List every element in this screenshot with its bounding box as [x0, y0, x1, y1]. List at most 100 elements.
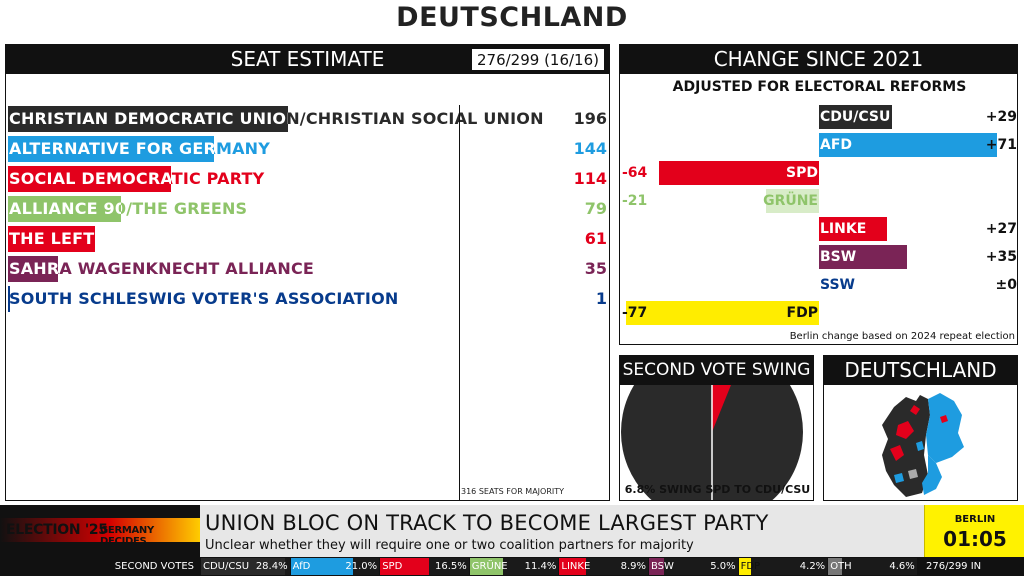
vote-fill	[469, 558, 504, 575]
seat-value: 196	[573, 109, 607, 128]
clock-time: 01:05	[943, 527, 1007, 551]
change-bar	[819, 105, 892, 129]
change-party-name: CDU/CSU	[820, 109, 891, 125]
seat-party-name-overlay: CHRISTIAN DEMOCRATIC UNION/CHRISTIAN SOC…	[8, 106, 288, 132]
change-party-name: AFD	[820, 137, 853, 153]
swing-header: SECOND VOTE SWING	[620, 356, 813, 385]
vote-pct: 21.0%	[345, 561, 378, 572]
seat-party-name-overlay: THE LEFT	[8, 226, 95, 252]
change-row: GRÜNE -21	[620, 189, 1017, 213]
map-header: DEUTSCHLAND	[824, 356, 1017, 385]
vote-pct: 4.6%	[889, 561, 915, 572]
seat-party-name-inbar: ALLIANCE 90/THE GREENS	[9, 199, 121, 218]
change-bar	[819, 217, 887, 241]
seat-bar	[8, 256, 58, 282]
seat-row: SOUTH SCHLESWIG VOTER'S ASSOCIATIONSOUTH…	[8, 286, 607, 312]
change-panel: CHANGE SINCE 2021 ADJUSTED FOR ELECTORAL…	[619, 44, 1018, 345]
seat-counter: 276/299 (16/16)	[470, 48, 605, 71]
vote-party-name: OTH	[830, 561, 852, 572]
change-party-name: BSW	[820, 249, 857, 265]
vote-party-name: BSW	[651, 561, 674, 572]
seat-value: 79	[584, 199, 607, 218]
vote-cell: LINKE 8.9%	[559, 558, 648, 575]
seat-bar	[8, 196, 121, 222]
seat-party-name-inbar: SOCIAL DEMOCRATIC PARTY	[9, 169, 171, 188]
change-value: +29	[985, 109, 1017, 125]
change-value: +71	[985, 137, 1017, 153]
vote-fill	[201, 558, 285, 575]
seat-party-name-overlay: SOUTH SCHLESWIG VOTER'S ASSOCIATION	[8, 286, 10, 312]
map-panel: DEUTSCHLAND	[823, 355, 1018, 501]
vote-cell: FDP 4.2%	[738, 558, 828, 575]
change-value: -21	[622, 193, 648, 209]
seat-party-name-inbar: ALTERNATIVE FOR GERMANY	[9, 139, 214, 158]
vote-fill	[828, 558, 842, 575]
page-title: DEUTSCHLAND	[396, 2, 628, 33]
vote-fill	[649, 558, 664, 575]
change-row: CDU/CSU +29	[620, 105, 1017, 129]
vote-cell: SPD 16.5%	[380, 558, 469, 575]
seat-bar	[8, 106, 288, 132]
change-row: AFD +71	[620, 133, 1017, 157]
vote-pct: 11.4%	[524, 561, 557, 572]
seat-party-name: ALTERNATIVE FOR GERMANY	[9, 139, 271, 158]
swing-panel: SECOND VOTE SWING 6.8% SWING SPD TO CDU/…	[619, 355, 814, 501]
vote-fill	[380, 558, 429, 575]
vote-cell: OTH 4.6%	[828, 558, 917, 575]
vote-fill	[738, 558, 751, 575]
change-party-name: SPD	[786, 165, 818, 181]
vote-cell: CDU/CSU 28.4%	[201, 558, 290, 575]
swing-caption: 6.8% SWING SPD TO CDU/CSU	[624, 483, 811, 496]
change-bar	[819, 245, 907, 269]
seat-estimate-panel: SEAT ESTIMATE 276/299 (16/16) CHRISTIAN …	[5, 44, 610, 501]
seat-party-name-overlay: ALLIANCE 90/THE GREENS	[8, 196, 121, 222]
change-value: -77	[622, 305, 648, 321]
change-bar	[819, 133, 997, 157]
vote-party-name: LINKE	[561, 561, 591, 572]
vote-fill	[559, 558, 586, 575]
vote-pct: 16.5%	[435, 561, 467, 572]
clock-city: BERLIN	[954, 514, 996, 525]
vote-cell: AfD 21.0%	[290, 558, 380, 575]
swing-pie	[621, 385, 803, 500]
vote-party-name: SPD	[382, 561, 403, 572]
map-west-region	[882, 395, 930, 497]
seat-party-name: SOCIAL DEMOCRATIC PARTY	[9, 169, 265, 188]
seat-party-name: THE LEFT	[9, 229, 95, 248]
seat-party-name-inbar: THE LEFT	[9, 229, 95, 248]
clock-box: BERLIN 01:05	[924, 505, 1024, 557]
news-ticker: ELECTION '25 GERMANY DECIDES UNION BLOC …	[0, 505, 1024, 576]
change-subtitle: ADJUSTED FOR ELECTORAL REFORMS	[672, 79, 967, 95]
seat-bar	[8, 226, 95, 252]
change-party-name: FDP	[786, 305, 818, 321]
change-party-name: LINKE	[820, 221, 867, 237]
majority-line	[459, 105, 460, 500]
vote-pct: 8.9%	[620, 561, 646, 572]
change-note: Berlin change based on 2024 repeat elect…	[789, 331, 1015, 342]
headline: UNION BLOC ON TRACK TO BECOME LARGEST PA…	[205, 511, 769, 535]
change-row: FDP -77	[620, 301, 1017, 325]
vote-pct: 28.4%	[255, 561, 288, 572]
seat-party-name: ALLIANCE 90/THE GREENS	[9, 199, 248, 218]
vote-fill	[290, 558, 353, 575]
seat-party-name: CHRISTIAN DEMOCRATIC UNION/CHRISTIAN SOC…	[9, 109, 544, 128]
seat-party-name-overlay: SAHRA WAGENKNECHT ALLIANCE	[8, 256, 58, 282]
seat-party-name-inbar: CHRISTIAN DEMOCRATIC UNION/CHRISTIAN SOC…	[9, 109, 288, 128]
brand-flag	[0, 518, 200, 542]
seat-party-name: SOUTH SCHLESWIG VOTER'S ASSOCIATION	[9, 289, 399, 308]
change-value: -64	[622, 165, 648, 181]
seat-value: 1	[595, 289, 607, 308]
seat-value: 114	[573, 169, 607, 188]
vote-cell: BSW 5.0%	[649, 558, 738, 575]
seat-value: 61	[584, 229, 607, 248]
vote-cell: GRÜNE 11.4%	[469, 558, 559, 575]
subheadline: Unclear whether they will require one or…	[205, 538, 694, 553]
seat-row: THE LEFT THE LEFT 61	[8, 226, 607, 252]
vote-party-name: GRÜNE	[471, 561, 508, 572]
seat-bar	[8, 166, 171, 192]
change-bar	[766, 189, 819, 213]
change-row: BSW +35	[620, 245, 1017, 269]
vote-party-name: FDP	[740, 561, 761, 572]
germany-map	[882, 393, 964, 497]
